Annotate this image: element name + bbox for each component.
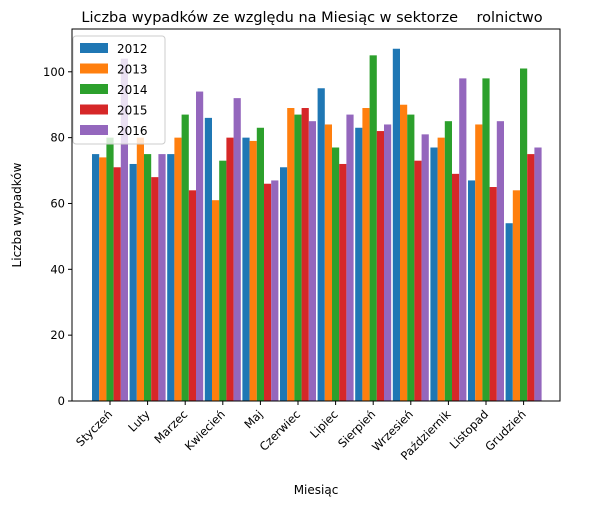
y-tick-label: 60 [50, 196, 65, 210]
y-tick-label: 0 [58, 394, 65, 408]
bar-2012-Maj [242, 137, 250, 401]
bar-2013-Listopad [475, 124, 483, 401]
bar-2012-Styczeń [92, 154, 100, 401]
bar-2015-Czerwiec [301, 108, 309, 401]
bar-2016-Lipiec [346, 114, 354, 401]
bar-2016-Styczeń [120, 58, 128, 401]
bars-group [92, 48, 542, 402]
bar-2014-Luty [144, 154, 152, 401]
bar-2012-Grudzień [505, 223, 513, 401]
bar-2013-Lipiec [324, 124, 332, 401]
bar-2014-Sierpień [369, 55, 377, 402]
bar-2014-Październik [444, 121, 452, 402]
bar-2015-Wrzesień [414, 160, 422, 401]
bar-2013-Styczeń [99, 157, 107, 401]
bar-2015-Listopad [489, 187, 497, 401]
bar-2016-Czerwiec [308, 121, 316, 402]
x-tick-label-Czerwiec: Czerwiec [257, 407, 304, 454]
bar-2014-Grudzień [520, 68, 528, 401]
bar-2013-Marzec [174, 137, 182, 401]
bar-2013-Czerwiec [287, 108, 295, 401]
bar-2015-Sierpień [376, 131, 384, 402]
y-tick-label: 80 [50, 131, 65, 145]
bar-2015-Kwiecień [226, 137, 234, 401]
bar-2016-Luty [158, 154, 166, 401]
bar-2015-Styczeń [113, 167, 121, 401]
bar-2016-Październik [459, 78, 467, 401]
legend-label-2012: 2012 [117, 42, 148, 56]
bar-2015-Luty [151, 177, 159, 401]
y-tick-label: 20 [50, 328, 65, 342]
legend-swatch-2016 [80, 125, 108, 135]
bar-2012-Lipiec [317, 88, 325, 401]
bar-2012-Sierpień [355, 127, 363, 401]
bar-2014-Maj [256, 127, 264, 401]
legend-label-2013: 2013 [117, 63, 148, 77]
bar-2016-Wrzesień [421, 134, 429, 401]
x-tick-label-Grudzień: Grudzień [482, 407, 529, 454]
bar-2016-Sierpień [384, 124, 392, 401]
bar-2014-Kwiecień [219, 160, 227, 401]
bar-2014-Listopad [482, 78, 490, 401]
bar-2014-Styczeń [106, 137, 114, 401]
bar-2015-Marzec [188, 190, 196, 401]
bar-2015-Lipiec [339, 163, 347, 401]
x-tick-label-Maj: Maj [241, 407, 265, 431]
legend-swatch-2013 [80, 63, 108, 74]
bar-2012-Czerwiec [280, 167, 288, 401]
legend-frame [72, 35, 166, 145]
x-tick-label-Kwiecień: Kwiecień [182, 407, 228, 453]
bar-2014-Lipiec [332, 147, 340, 401]
bar-2013-Kwiecień [212, 200, 220, 401]
x-tick-label-Lipiec: Lipiec [307, 407, 341, 441]
bar-2014-Wrzesień [407, 114, 415, 401]
bar-2016-Kwiecień [233, 98, 241, 401]
bar-2012-Luty [129, 163, 137, 401]
bar-2015-Maj [264, 183, 272, 401]
bar-2014-Marzec [181, 114, 189, 401]
bar-2013-Grudzień [512, 190, 520, 401]
y-axis: 0 20 40 60 80 100 [43, 65, 72, 408]
bar-2012-Kwiecień [204, 117, 212, 401]
legend: 2012 2013 2014 2015 2016 [72, 35, 166, 145]
plot-frame [71, 28, 561, 402]
y-axis-label: Liczba wypadków [10, 162, 24, 267]
bar-2012-Październik [430, 147, 438, 401]
bar-2015-Grudzień [527, 154, 535, 401]
x-axis-label: Miesiąc [294, 483, 339, 497]
bar-2012-Marzec [167, 154, 175, 401]
bar-2012-Wrzesień [392, 48, 400, 401]
legend-swatch-2015 [80, 104, 108, 115]
bar-2014-Czerwiec [294, 114, 302, 401]
bar-2013-Luty [136, 137, 144, 401]
bar-2013-Sierpień [362, 108, 370, 401]
bar-2013-Wrzesień [400, 104, 408, 401]
bar-2013-Październik [437, 137, 445, 401]
legend-label-2016: 2016 [117, 124, 148, 138]
bar-2016-Grudzień [534, 147, 542, 401]
x-tick-label-Luty: Luty [125, 407, 153, 435]
bar-2016-Marzec [196, 91, 204, 402]
bar-2016-Maj [271, 180, 279, 401]
y-tick-label: 100 [43, 65, 65, 79]
legend-swatch-2014 [80, 84, 108, 94]
chart-title: Liczba wypadków ze względu na Miesiąc w … [81, 10, 542, 26]
bar-2015-Październik [452, 173, 460, 401]
x-tick-label-Styczeń: Styczeń [73, 407, 115, 449]
legend-label-2014: 2014 [117, 83, 148, 97]
y-tick-label: 40 [50, 262, 65, 276]
bar-2016-Listopad [496, 121, 504, 402]
legend-label-2015: 2015 [117, 104, 148, 118]
bar-2013-Maj [249, 140, 257, 401]
bar-2012-Listopad [468, 180, 476, 401]
legend-swatch-2012 [80, 43, 108, 53]
